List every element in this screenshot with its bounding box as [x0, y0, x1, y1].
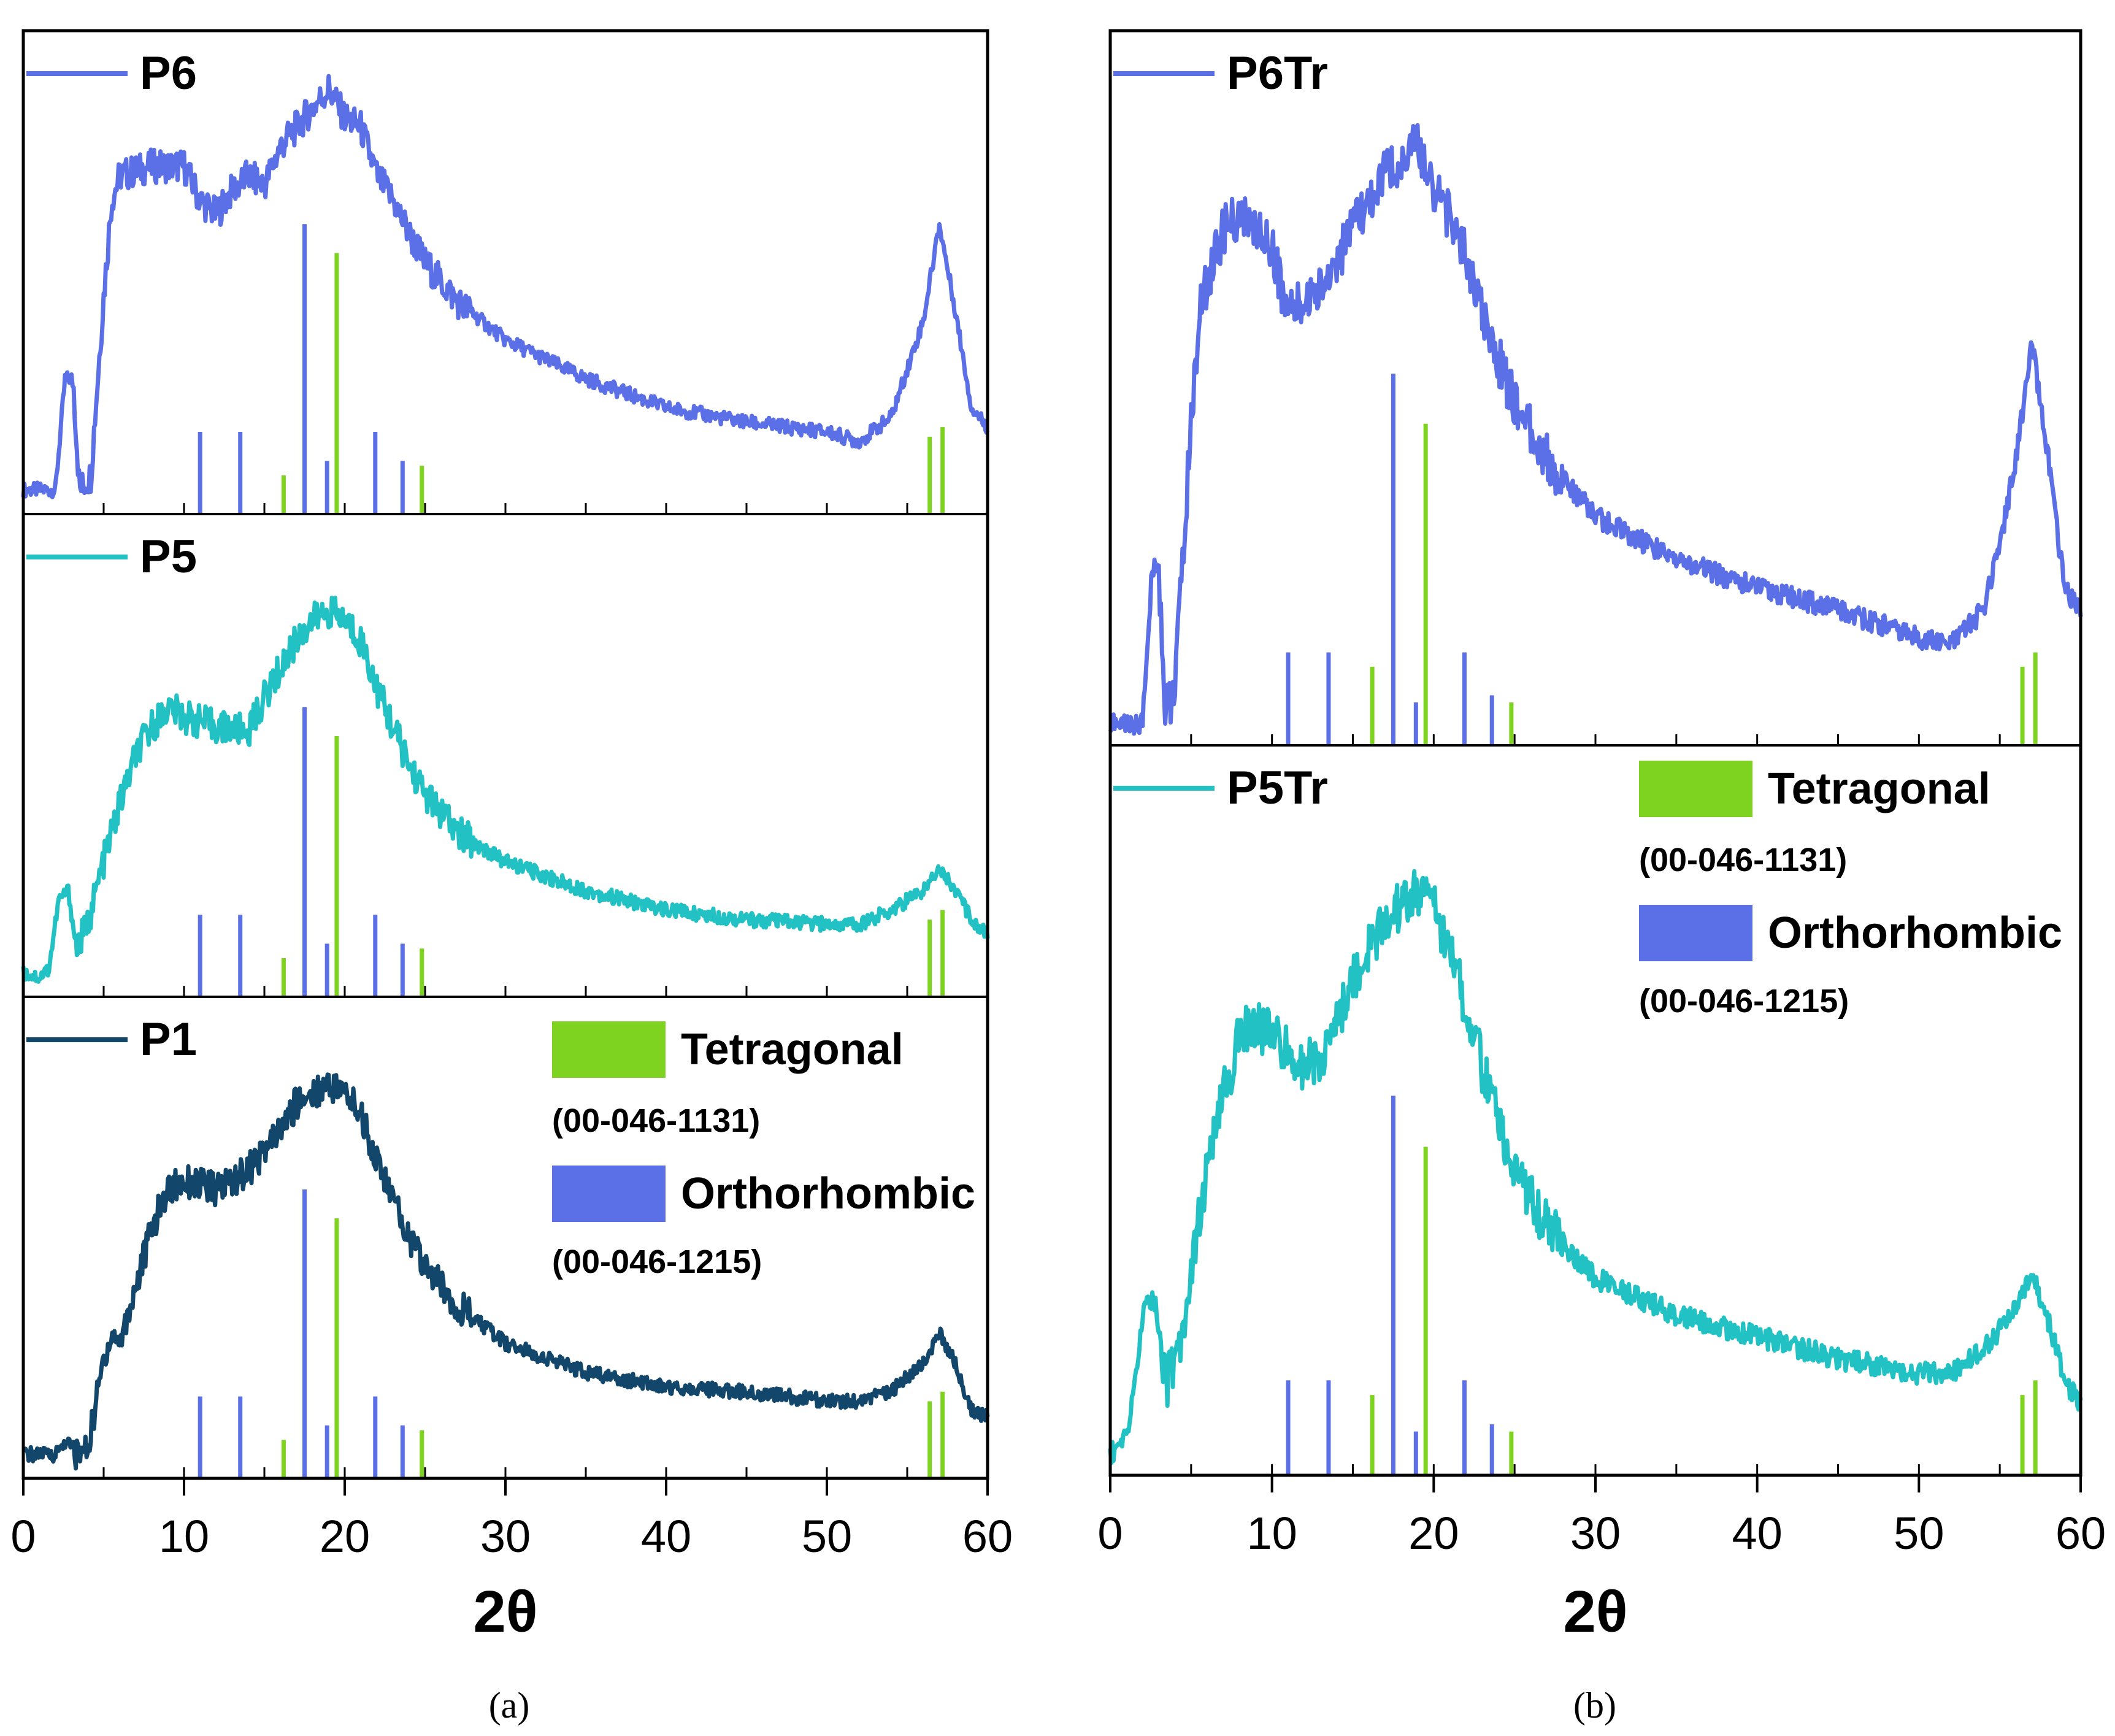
x-tick-label: 10	[1247, 1508, 1297, 1559]
x-tick-label: 30	[480, 1511, 531, 1562]
x-axis-title: 2θ	[1563, 1579, 1627, 1645]
caption-a: (a)	[489, 1685, 530, 1726]
series-label-p5tr: P5Tr	[1227, 762, 1328, 814]
legend-a-orthorhombic-code: (00-046-1215)	[552, 1243, 762, 1280]
series-label-p5: P5	[140, 531, 197, 583]
x-tick-label: 20	[1408, 1508, 1459, 1559]
legend-b-orthorhombic-code: (00-046-1215)	[1639, 983, 1849, 1020]
x-tick-label: 40	[1732, 1508, 1783, 1559]
x-tick-label: 20	[320, 1511, 370, 1562]
legend-a-orthorhombic-label: Orthorhombic	[681, 1169, 975, 1218]
legend-b-tetragonal-label: Tetragonal	[1768, 764, 1990, 813]
x-tick-label: 60	[962, 1511, 1013, 1562]
x-tick-label: 0	[1097, 1508, 1123, 1559]
series-line-p6tr	[1108, 123, 2083, 736]
x-tick-label: 30	[1570, 1508, 1621, 1559]
x-tick-label: 60	[2056, 1508, 2106, 1559]
x-tick-label: 10	[159, 1511, 209, 1562]
series-line-p5	[21, 596, 990, 984]
legend-b-tetragonal-swatch	[1639, 761, 1752, 817]
legend-b-orthorhombic-label: Orthorhombic	[1768, 908, 2062, 958]
x-tick-label: 0	[10, 1511, 36, 1562]
series-label-p6tr: P6Tr	[1227, 47, 1328, 99]
panel-b: P6Tr P5Tr 0 10 20 30 40 50 60 2θ Tetragonal (00-046…	[1097, 29, 2106, 1645]
legend-a-tetragonal-label: Tetragonal	[681, 1025, 904, 1074]
panel-a: P6 P5 P1 0 10 20 30 40 50 60 2θ Tetragonal (00-046-1…	[10, 29, 1013, 1645]
series-line-p1	[22, 1072, 990, 1471]
panel-frame	[21, 29, 989, 1480]
legend-a-tetragonal-code: (00-046-1131)	[552, 1102, 760, 1139]
x-tick-label: 50	[802, 1511, 852, 1562]
x-axis-title: 2θ	[473, 1579, 537, 1645]
caption-b: (b)	[1573, 1685, 1616, 1726]
series-line-p6	[21, 74, 990, 499]
legend-b-orthorhombic-swatch	[1639, 905, 1752, 961]
series-line-p5tr	[1108, 869, 2083, 1465]
x-tick-label: 50	[1894, 1508, 1944, 1559]
legend-a-orthorhombic-swatch	[552, 1166, 666, 1222]
legend-b-tetragonal-code: (00-046-1131)	[1639, 842, 1847, 878]
series-label-p1: P1	[140, 1013, 197, 1066]
series-label-p6: P6	[140, 47, 197, 99]
legend-a-tetragonal-swatch	[552, 1021, 666, 1078]
x-tick-label: 40	[641, 1511, 691, 1562]
